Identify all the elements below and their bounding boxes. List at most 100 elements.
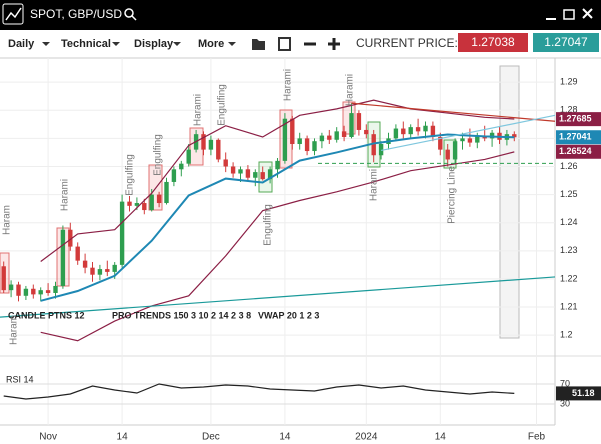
candle-body (327, 135, 332, 140)
save-icon[interactable] (278, 37, 291, 51)
candle-body (45, 290, 51, 293)
price-label-box (556, 144, 601, 159)
pattern-label: Haram (2, 205, 13, 235)
candle-body (164, 181, 169, 204)
x-tick-label: 14 (435, 432, 447, 443)
bid-box[interactable] (458, 33, 528, 52)
candle-body (186, 149, 191, 164)
candle-body (356, 113, 362, 130)
candle-body (245, 169, 251, 178)
candle-body (334, 131, 339, 140)
search-icon-handle (131, 15, 137, 21)
y-tick-label: 1.26 (560, 161, 578, 171)
menu-daily[interactable]: Daily (8, 38, 35, 50)
candle-body (8, 284, 14, 291)
app-icon-line (5, 7, 22, 21)
band-line (40, 151, 515, 342)
candle-body (364, 129, 369, 135)
zoom-in[interactable] (328, 38, 340, 50)
price-label: 1.27685 (559, 114, 592, 124)
pattern-label: Harami (283, 69, 294, 101)
pattern-label: Harami (369, 169, 380, 201)
candle-body (60, 229, 66, 286)
candle-body (31, 288, 36, 295)
candle-body (68, 229, 73, 247)
candle-body (53, 285, 58, 293)
candle-body (1, 266, 6, 291)
candle-body (312, 141, 317, 152)
candle-body (282, 118, 288, 161)
candle-body (475, 135, 480, 143)
candle-body (489, 132, 495, 139)
candle-body (401, 128, 406, 135)
y-tick-label: 1.23 (560, 245, 578, 255)
candle-body (275, 160, 280, 170)
candle-body (171, 169, 177, 182)
candle-body (119, 201, 125, 265)
pattern-label: Engulfing (125, 154, 136, 196)
pattern-label: Harami (193, 94, 204, 126)
rsi-tick-label: 30 (560, 398, 570, 408)
candle-body (319, 135, 325, 142)
candle-body (452, 141, 458, 160)
candle-body (208, 139, 214, 150)
pattern-label: Engulfing (153, 134, 164, 176)
candle-body (512, 134, 517, 138)
candle-body (38, 290, 43, 295)
menu-more[interactable]: More (198, 38, 224, 50)
candle-body (378, 144, 384, 156)
candle-body (290, 118, 295, 145)
candle-body (438, 136, 443, 150)
open-icon[interactable] (252, 39, 265, 50)
candle-body (297, 138, 302, 145)
bid-price[interactable]: 1.27038 (471, 35, 515, 49)
candle-body (23, 288, 29, 296)
x-tick-label: Feb (528, 432, 546, 443)
x-tick-label: 14 (117, 432, 129, 443)
candle-body (260, 172, 265, 180)
y-tick-label: 1.22 (560, 273, 578, 283)
candle-body (349, 113, 354, 137)
candle-body (253, 172, 258, 178)
trend-line (380, 114, 556, 152)
pattern-label: Harami (60, 179, 71, 211)
price-label: 1.26524 (559, 146, 592, 156)
trend-line (351, 102, 556, 122)
candle-body (415, 127, 421, 132)
app-icon (2, 3, 24, 25)
x-tick-label: 2024 (355, 432, 378, 443)
candle-body (223, 159, 228, 167)
search-icon[interactable] (124, 8, 134, 18)
candle-body (216, 139, 221, 160)
y-tick-label: 1.24 (560, 217, 578, 227)
indicator-legend: VWAP 20 1 2 3 (258, 310, 319, 320)
candle-body (127, 201, 132, 206)
popout-button[interactable] (563, 9, 575, 20)
candle-body (341, 131, 347, 137)
candle-body (179, 163, 184, 170)
candle-body (238, 169, 243, 174)
candle-body (82, 260, 88, 268)
indicator-legend: PRO TRENDS 150 3 10 2 14 2 3 8 (112, 310, 251, 320)
menu-technical[interactable]: Technical (61, 38, 111, 50)
y-tick-label: 1.29 (560, 77, 578, 87)
x-tick-label: 14 (279, 432, 291, 443)
pattern-label: Piercing Line (447, 166, 458, 224)
rsi-value-box (556, 386, 601, 401)
x-tick-label: Dec (202, 432, 220, 443)
candle-body (90, 267, 95, 275)
menu-display[interactable]: Display (134, 38, 174, 50)
candle-body (112, 264, 117, 272)
y-tick-label: 1.2 (560, 330, 573, 340)
candle-body (393, 128, 399, 139)
trend-line (0, 276, 556, 318)
rsi-title: RSI 14 (6, 374, 34, 384)
y-tick-label: 1.25 (560, 189, 578, 199)
close-button[interactable] (582, 8, 593, 19)
ask-price[interactable]: 1.27047 (544, 35, 588, 49)
price-label-box (556, 112, 601, 127)
indicator-legend: CANDLE PTNS 12 (8, 310, 85, 320)
ask-box[interactable] (533, 33, 599, 52)
price-label-box (556, 130, 601, 145)
